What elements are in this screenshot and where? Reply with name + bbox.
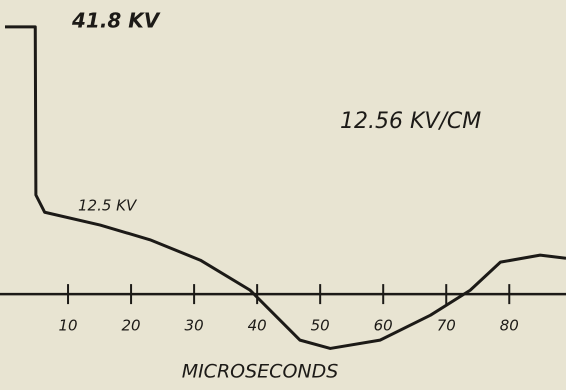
- annotation: 12.5 KV: [78, 197, 138, 215]
- x-tick-label: 70: [437, 317, 456, 335]
- chart: 41.8 KV 12.5 KV 12.56 KV/CM MICROSECONDS…: [0, 0, 566, 390]
- x-tick-label: 40: [248, 317, 267, 335]
- annotation: 12.56 KV/CM: [340, 109, 481, 134]
- x-tick-label: 10: [58, 317, 77, 335]
- annotation: 41.8 KV: [71, 9, 161, 33]
- background: [0, 0, 566, 390]
- x-tick-label: 60: [374, 317, 393, 335]
- x-tick-label: 20: [122, 317, 141, 335]
- x-tick-label: 50: [311, 317, 330, 335]
- x-tick-label: 30: [185, 317, 204, 335]
- x-tick-label: 80: [500, 317, 519, 335]
- x-axis-label: MICROSECONDS: [182, 361, 339, 383]
